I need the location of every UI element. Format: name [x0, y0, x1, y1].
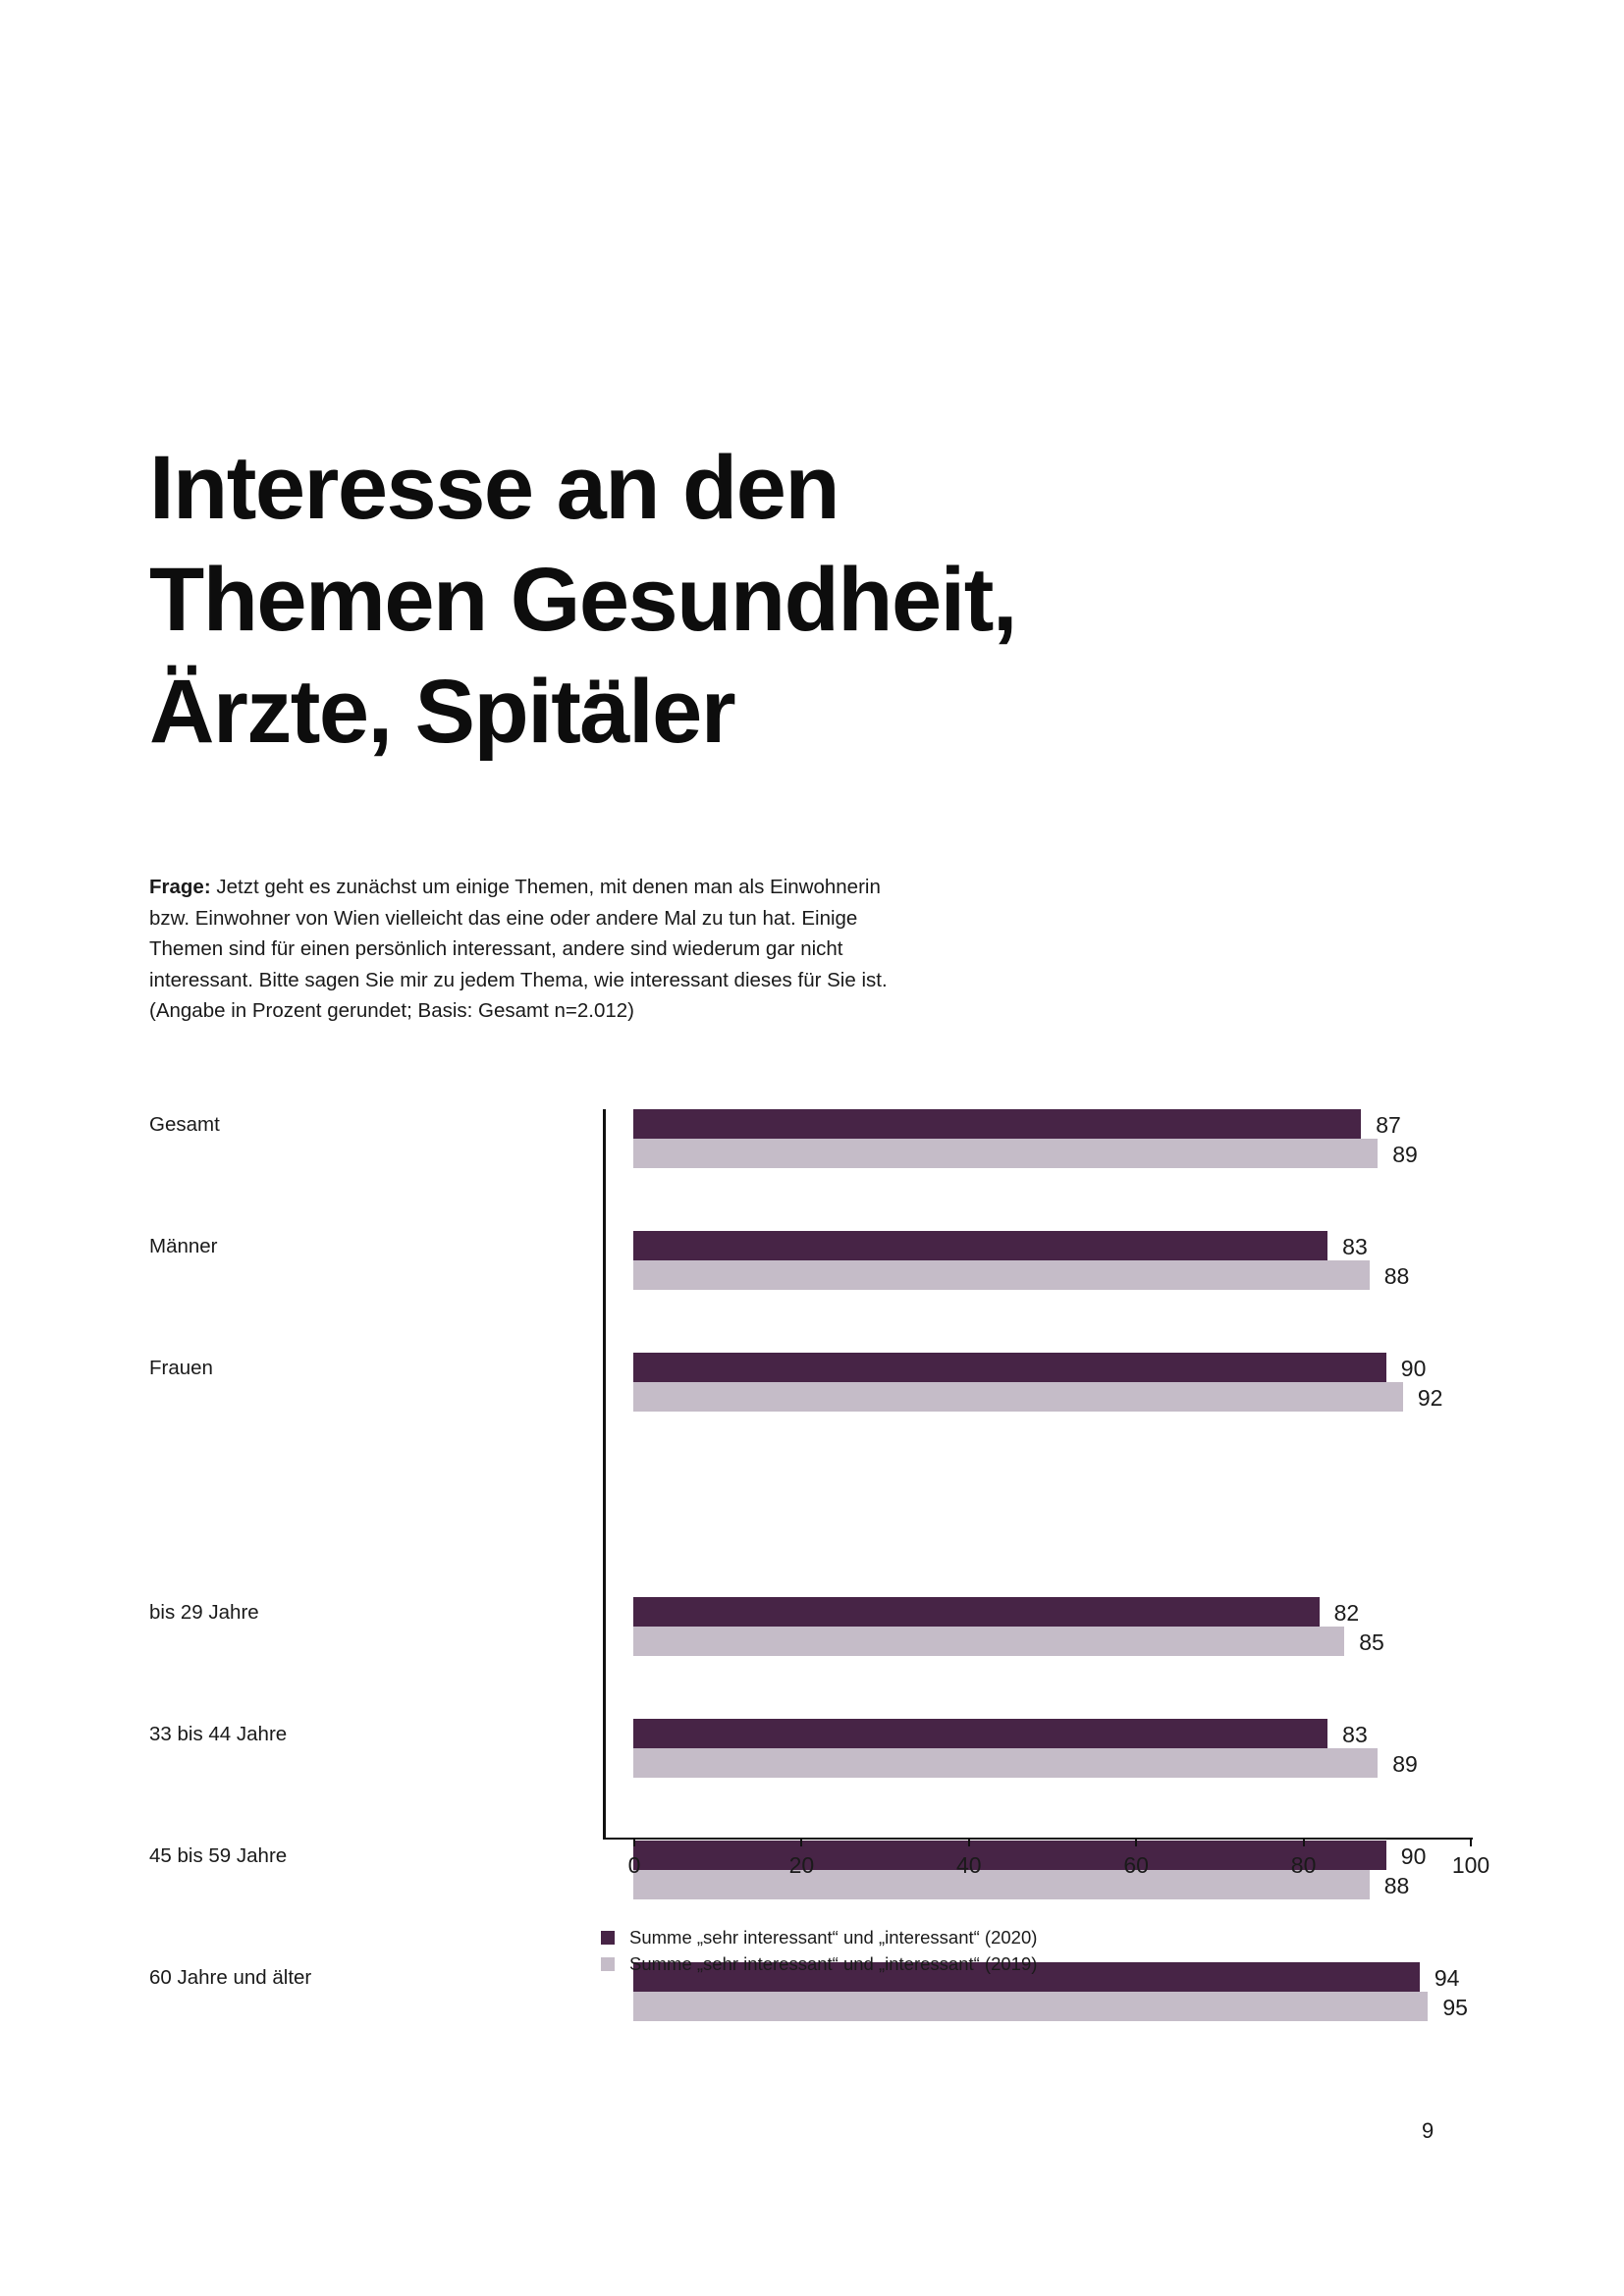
bar-2020 [633, 1597, 1320, 1627]
bar-2019 [633, 1139, 1379, 1168]
y-axis-line [603, 1109, 606, 1838]
legend-item-2019: Summe „sehr interessant“ und „interessan… [601, 1950, 1037, 1977]
bar-value-label: 92 [1417, 1385, 1443, 1411]
bar-2020 [633, 1109, 1362, 1139]
legend-swatch-icon-2020 [601, 1930, 615, 1945]
bar-2019 [633, 1992, 1429, 2021]
bar-2020 [633, 1719, 1328, 1748]
legend-label-2020: Summe „sehr interessant“ und „interessan… [629, 1927, 1038, 1948]
x-axis-tick-label: 100 [1451, 1852, 1490, 1878]
question-lead-label: Frage: [149, 876, 211, 898]
bar-2020 [633, 1962, 1420, 1992]
bar-2020 [633, 1841, 1386, 1870]
page-title-line-2: Themen Gesundheit, [149, 550, 1017, 650]
bar-2020 [633, 1231, 1328, 1260]
bar-value-label: 83 [1342, 1722, 1368, 1747]
category-label: 33 bis 44 Jahre [149, 1723, 288, 1745]
bar-value-label: 90 [1400, 1843, 1427, 1869]
x-axis-tick-label: 40 [956, 1852, 982, 1878]
category-label: 45 bis 59 Jahre [149, 1844, 288, 1867]
page-title: Interesse an den Themen Gesundheit, Ärzt… [149, 432, 1347, 768]
bar-value-label: 83 [1342, 1234, 1368, 1259]
bar-2020 [633, 1353, 1386, 1382]
category-label: Gesamt [149, 1113, 220, 1136]
chart-legend: Summe „sehr interessant“ und „interessan… [601, 1924, 1037, 1977]
question-line-3: Themen sind für einen persönlich interes… [149, 937, 843, 960]
bar-value-label: 89 [1392, 1751, 1418, 1777]
bar-value-label: 89 [1392, 1142, 1418, 1167]
x-axis-tick [800, 1838, 803, 1846]
bar-value-label: 88 [1383, 1263, 1410, 1289]
question-line-1-text: Jetzt geht es zunächst um einige Themen,… [210, 876, 881, 898]
x-axis-tick-label: 80 [1290, 1852, 1317, 1878]
x-axis-tick [1302, 1838, 1305, 1846]
legend-label-2019: Summe „sehr interessant“ und „interessan… [629, 1953, 1038, 1974]
bar-2019 [633, 1627, 1345, 1656]
bar-2019 [633, 1382, 1403, 1412]
question-text: Frage: Jetzt geht es zunächst um einige … [149, 872, 1013, 1027]
category-label: Frauen [149, 1357, 213, 1379]
page-title-line-3: Ärzte, Spitäler [149, 662, 736, 762]
x-axis-tick [633, 1838, 635, 1846]
x-axis-tick-label: 60 [1123, 1852, 1149, 1878]
category-label: Männer [149, 1235, 218, 1257]
question-line-1: Frage: Jetzt geht es zunächst um einige … [149, 872, 1013, 903]
question-line-2: bzw. Einwohner von Wien vielleicht das e… [149, 906, 858, 930]
page-number: 9 [1422, 2118, 1435, 2143]
bar-value-label: 90 [1400, 1356, 1427, 1381]
legend-item-2020: Summe „sehr interessant“ und „interessan… [601, 1924, 1037, 1950]
bar-value-label: 87 [1376, 1112, 1401, 1138]
x-axis-tick [1135, 1838, 1138, 1846]
bar-value-label: 95 [1442, 1995, 1468, 2020]
bar-value-label: 88 [1383, 1873, 1410, 1898]
legend-swatch-icon-2019 [601, 1956, 615, 1971]
x-axis-line [603, 1838, 1473, 1840]
x-axis-tick-label: 0 [627, 1852, 641, 1878]
bar-2019 [633, 1748, 1379, 1778]
bar-value-label: 85 [1359, 1629, 1384, 1655]
bar-2019 [633, 1870, 1370, 1899]
category-label: bis 29 Jahre [149, 1601, 259, 1624]
category-label: 60 Jahre und älter [149, 1966, 312, 1989]
bar-2019 [633, 1260, 1370, 1290]
question-line-5: (Angabe in Prozent gerundet; Basis: Gesa… [149, 999, 635, 1022]
x-axis-tick [1470, 1838, 1472, 1846]
x-axis-tick-label: 20 [788, 1852, 815, 1878]
bar-value-label: 82 [1333, 1600, 1360, 1626]
question-line-4: interessant. Bitte sagen Sie mir zu jede… [149, 968, 888, 991]
x-axis-tick [967, 1838, 970, 1846]
bar-value-label: 94 [1434, 1965, 1460, 1991]
page-title-line-1: Interesse an den [149, 438, 840, 538]
